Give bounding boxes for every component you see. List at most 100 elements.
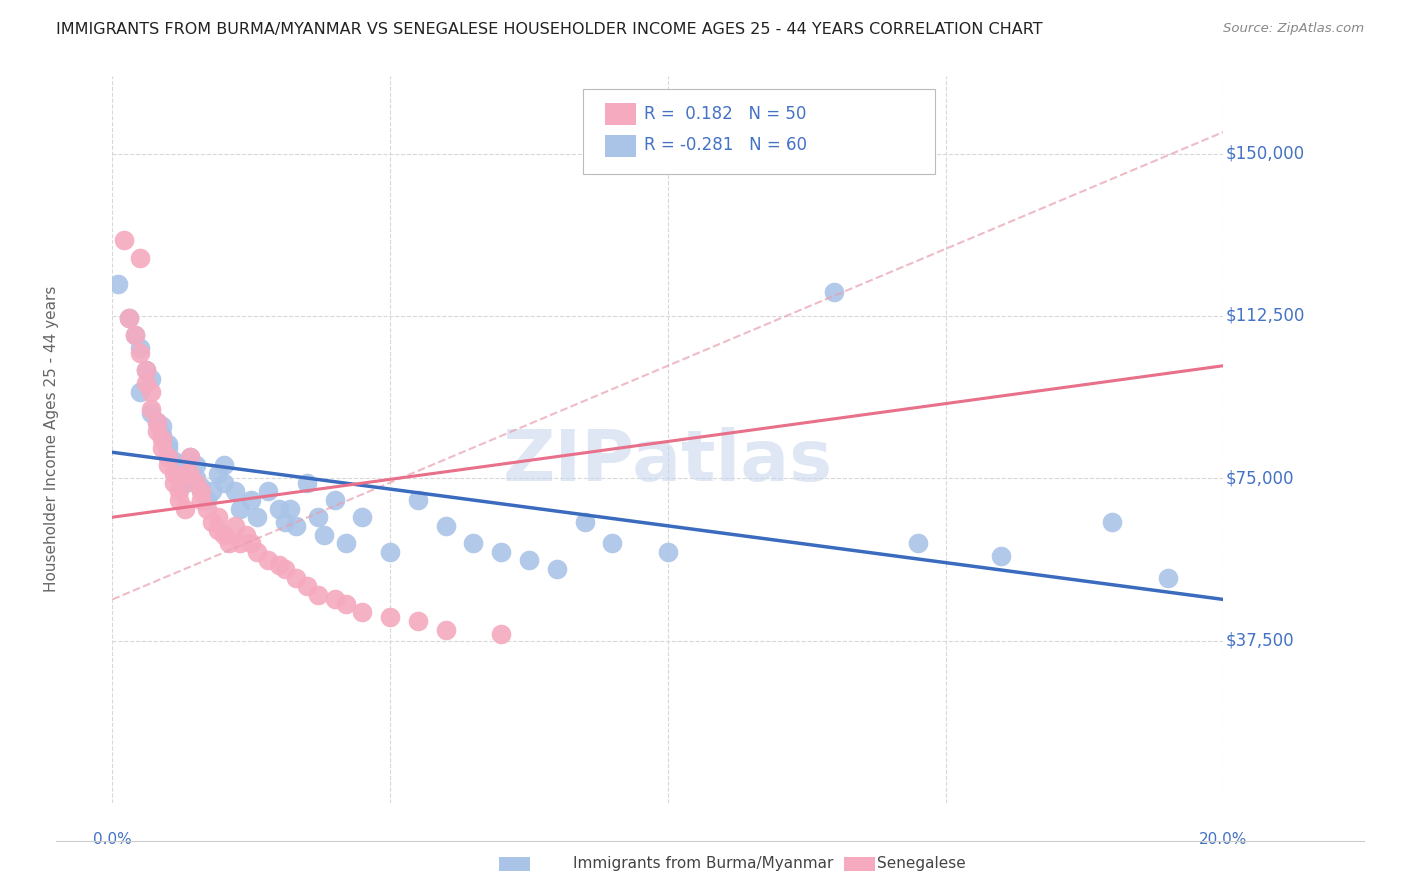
Point: [335, 536, 357, 550]
Point: [546, 562, 568, 576]
Point: [112, 233, 135, 247]
Point: [235, 527, 257, 541]
Point: [201, 515, 224, 529]
Point: [129, 345, 152, 359]
Point: [267, 558, 291, 572]
Text: ZIPatlas: ZIPatlas: [503, 426, 832, 496]
Point: [201, 484, 224, 499]
Text: $112,500: $112,500: [1226, 307, 1305, 325]
Point: [190, 480, 212, 494]
Point: [146, 415, 169, 429]
Point: [124, 328, 146, 343]
Point: [167, 467, 190, 481]
Point: [179, 450, 201, 464]
Point: [152, 419, 174, 434]
Text: 20.0%: 20.0%: [1199, 832, 1247, 847]
Point: [352, 510, 374, 524]
Point: [179, 467, 201, 481]
Text: $37,500: $37,500: [1226, 632, 1294, 649]
Text: $75,000: $75,000: [1226, 469, 1294, 487]
Point: [257, 553, 280, 567]
Point: [195, 501, 218, 516]
Point: [246, 510, 269, 524]
Point: [207, 467, 229, 481]
Point: [229, 536, 252, 550]
Point: [267, 501, 291, 516]
Point: [190, 484, 212, 499]
Point: [240, 536, 263, 550]
Point: [118, 311, 141, 326]
Point: [135, 363, 157, 377]
Point: [179, 467, 201, 481]
Point: [152, 441, 174, 455]
Point: [517, 553, 540, 567]
Point: [135, 363, 157, 377]
Point: [406, 492, 429, 507]
Point: [141, 402, 163, 417]
Point: [207, 510, 229, 524]
Text: $150,000: $150,000: [1226, 145, 1305, 162]
Point: [657, 545, 679, 559]
Point: [323, 492, 346, 507]
Text: R =  0.182   N = 50: R = 0.182 N = 50: [644, 105, 806, 123]
Point: [162, 467, 184, 481]
Point: [352, 606, 374, 620]
Point: [173, 467, 195, 481]
Point: [141, 384, 163, 399]
Point: [434, 519, 457, 533]
Text: Householder Income Ages 25 - 44 years: Householder Income Ages 25 - 44 years: [44, 286, 59, 592]
Point: [295, 579, 318, 593]
Point: [167, 484, 190, 499]
Text: 0.0%: 0.0%: [93, 832, 132, 847]
Text: Senegalese: Senegalese: [876, 856, 966, 871]
Point: [257, 484, 280, 499]
Point: [173, 501, 195, 516]
Point: [157, 458, 180, 473]
Point: [463, 536, 485, 550]
Point: [162, 475, 184, 490]
Point: [380, 609, 402, 624]
Point: [380, 545, 402, 559]
Point: [240, 492, 263, 507]
Point: [212, 527, 235, 541]
Point: [335, 597, 357, 611]
Text: R = -0.281   N = 60: R = -0.281 N = 60: [644, 136, 807, 154]
Point: [218, 536, 240, 550]
Point: [224, 519, 246, 533]
Point: [1101, 515, 1123, 529]
Point: [434, 623, 457, 637]
Point: [195, 492, 218, 507]
Point: [124, 328, 146, 343]
Point: [273, 562, 295, 576]
Point: [167, 492, 190, 507]
Point: [152, 428, 174, 442]
Point: [491, 545, 513, 559]
Point: [107, 277, 129, 291]
Point: [602, 536, 624, 550]
Point: [190, 492, 212, 507]
Point: [141, 372, 163, 386]
Point: [157, 436, 180, 450]
Text: Immigrants from Burma/Myanmar: Immigrants from Burma/Myanmar: [572, 856, 834, 871]
Point: [184, 471, 207, 485]
Point: [273, 515, 295, 529]
Point: [135, 376, 157, 390]
Point: [157, 450, 180, 464]
Point: [141, 406, 163, 420]
Point: [157, 441, 180, 455]
Point: [229, 501, 252, 516]
Point: [184, 458, 207, 473]
Text: Source: ZipAtlas.com: Source: ZipAtlas.com: [1223, 22, 1364, 36]
Point: [212, 475, 235, 490]
Point: [184, 475, 207, 490]
Point: [129, 251, 152, 265]
Point: [207, 523, 229, 537]
Point: [157, 450, 180, 464]
Point: [179, 450, 201, 464]
Point: [323, 592, 346, 607]
Point: [990, 549, 1012, 563]
Point: [1156, 571, 1178, 585]
Point: [190, 484, 212, 499]
Point: [312, 527, 335, 541]
Point: [574, 515, 596, 529]
